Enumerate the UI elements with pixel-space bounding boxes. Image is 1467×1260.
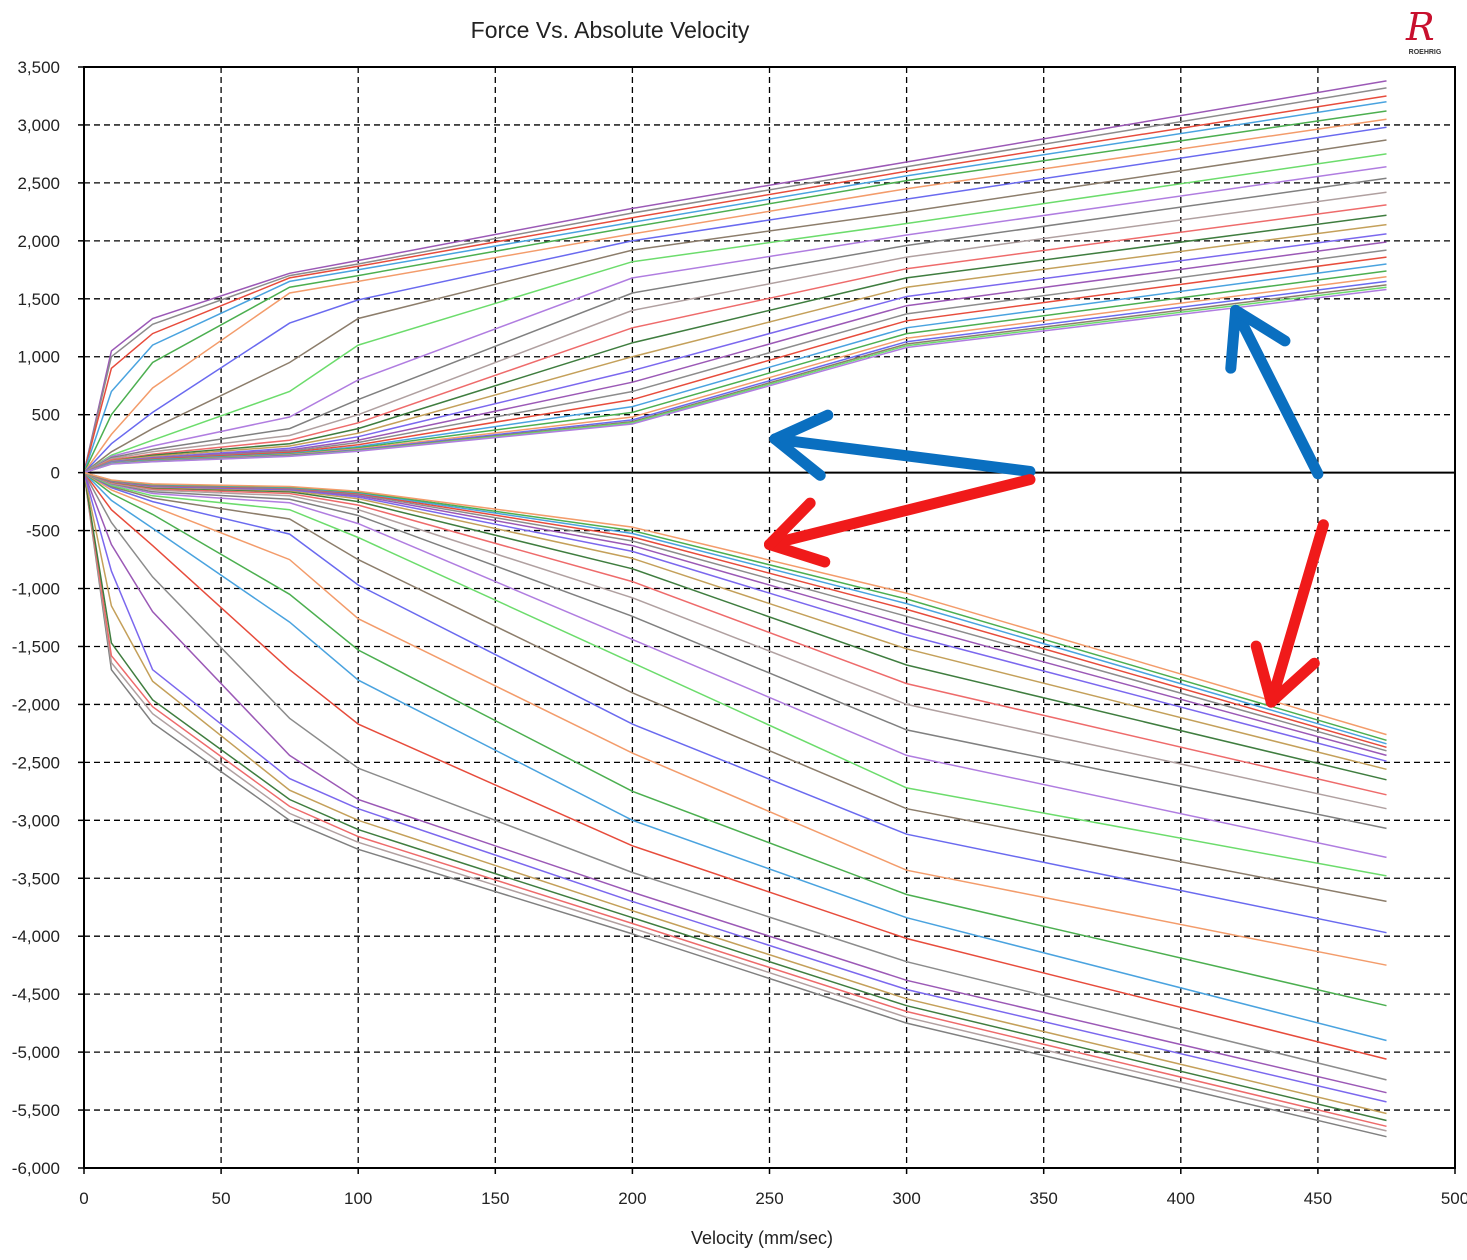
series-line <box>83 471 1387 796</box>
series-line <box>83 472 1387 1094</box>
x-tick-label: 300 <box>892 1189 920 1208</box>
y-tick-label: 0 <box>51 464 60 483</box>
series-line <box>83 471 1387 745</box>
series-layer <box>83 80 1387 1138</box>
series-line <box>83 126 1387 474</box>
series-line <box>83 472 1387 1042</box>
y-tick-label: -2,000 <box>12 695 60 714</box>
y-tick-label: 1,500 <box>17 290 60 309</box>
y-tick-label: -500 <box>26 522 60 541</box>
y-tick-label: -2,500 <box>12 753 60 772</box>
series-line <box>83 472 1387 1115</box>
series-line <box>83 472 1387 1128</box>
x-tick-label: 100 <box>344 1189 372 1208</box>
series-line <box>83 472 1387 1007</box>
series-line <box>83 191 1387 474</box>
series-line <box>83 472 1387 1132</box>
y-axis-ticks: 3,500 3,000 2,500 2,000 1,500 1,000 500 0 -500 -1… <box>12 58 84 1178</box>
series-line <box>83 139 1387 474</box>
red-arrow <box>764 474 1036 568</box>
y-tick-label: -1,000 <box>12 580 60 599</box>
series-line <box>83 471 1387 830</box>
series-line <box>83 101 1387 473</box>
series-line <box>83 471 1387 966</box>
y-tick-label: -3,000 <box>12 811 60 830</box>
series-line <box>83 177 1387 474</box>
y-tick-label: 1,000 <box>17 348 60 367</box>
x-tick-label: 250 <box>755 1189 783 1208</box>
x-tick-label: 500 <box>1441 1189 1467 1208</box>
series-line <box>83 288 1387 474</box>
chart-title: Force Vs. Absolute Velocity <box>471 17 750 43</box>
y-tick-label: -1,500 <box>12 637 60 656</box>
blue-arrow <box>769 409 1036 481</box>
series-line <box>83 95 1387 473</box>
annotation-arrows <box>764 304 1329 708</box>
y-tick-label: -6,000 <box>12 1159 60 1178</box>
x-tick-label: 450 <box>1304 1189 1332 1208</box>
red-arrow <box>1250 519 1329 708</box>
y-tick-label: 3,500 <box>17 58 60 77</box>
blue-arrow <box>1225 304 1324 480</box>
series-line <box>83 472 1387 1060</box>
x-tick-label: 200 <box>618 1189 646 1208</box>
x-tick-label: 400 <box>1167 1189 1195 1208</box>
series-line <box>83 471 1387 736</box>
y-tick-label: -3,500 <box>12 869 60 888</box>
y-tick-label: -5,500 <box>12 1101 60 1120</box>
series-line <box>83 471 1387 810</box>
series-line <box>83 472 1387 1138</box>
series-line <box>83 472 1387 1081</box>
x-axis-label: Velocity (mm/sec) <box>691 1228 833 1248</box>
series-line <box>83 472 1387 1103</box>
series-line <box>83 118 1387 474</box>
series-line <box>83 471 1387 903</box>
x-tick-label: 0 <box>79 1189 88 1208</box>
series-line <box>83 471 1387 762</box>
series-line <box>83 87 1387 473</box>
series-line <box>83 471 1387 934</box>
logo-wordmark: ROEHRIG <box>1409 49 1442 56</box>
x-tick-label: 350 <box>1030 1189 1058 1208</box>
series-line <box>83 165 1387 474</box>
y-tick-label: 500 <box>32 406 60 425</box>
series-line <box>83 471 1387 749</box>
y-tick-label: -4,000 <box>12 927 60 946</box>
y-tick-label: 3,000 <box>17 116 60 135</box>
y-tick-label: 2,000 <box>17 232 60 251</box>
series-line <box>83 471 1387 859</box>
x-axis-ticks: 0 50 100 150 200 250 300 350 400 450 500 <box>79 1168 1467 1208</box>
y-tick-label: 2,500 <box>17 174 60 193</box>
series-line <box>83 472 1387 1122</box>
series-line <box>83 471 1387 757</box>
series-line <box>83 214 1387 474</box>
x-tick-label: 150 <box>481 1189 509 1208</box>
series-line <box>83 153 1387 474</box>
x-tick-label: 50 <box>212 1189 231 1208</box>
series-line <box>83 80 1387 473</box>
roehrig-logo: R ROEHRIG <box>1405 5 1442 56</box>
series-line <box>83 471 1387 742</box>
series-line <box>83 204 1387 474</box>
logo-mark: R <box>1405 5 1435 49</box>
series-line <box>83 110 1387 473</box>
y-tick-label: -4,500 <box>12 985 60 1004</box>
series-line <box>83 471 1387 781</box>
series-line <box>83 471 1387 877</box>
y-tick-label: -5,000 <box>12 1043 60 1062</box>
